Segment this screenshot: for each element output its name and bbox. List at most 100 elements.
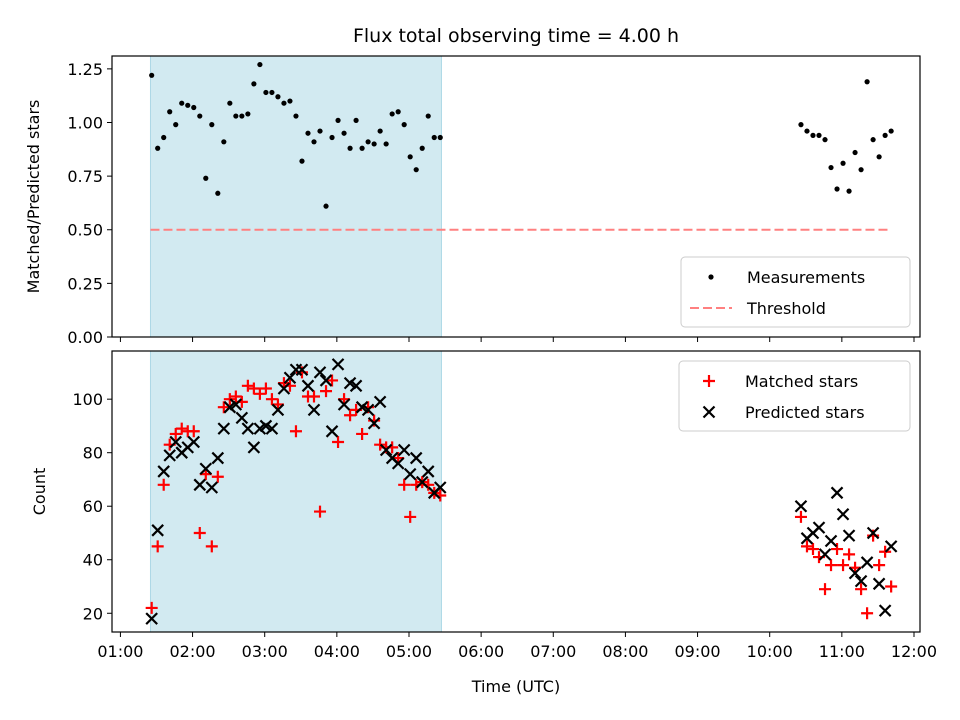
measurement-point xyxy=(167,109,173,115)
x-tick-label: 03:00 xyxy=(242,642,288,661)
predicted-star-point xyxy=(295,363,309,377)
x-tick-label: 10:00 xyxy=(747,642,793,661)
predicted-star-point xyxy=(307,403,321,417)
matched-star-point xyxy=(193,526,206,539)
matched-star-point xyxy=(825,559,838,572)
measurement-point xyxy=(365,139,371,145)
measurement-point xyxy=(389,111,395,117)
legend-label: Threshold xyxy=(746,299,826,318)
figure-title: Flux total observing time = 4.00 h xyxy=(353,25,679,47)
measurement-point xyxy=(197,113,203,119)
measurement-point xyxy=(251,81,257,87)
measurement-point xyxy=(185,102,191,108)
x-tick-label: 07:00 xyxy=(530,642,576,661)
matched-star-point xyxy=(344,409,357,422)
matched-star-point xyxy=(145,601,158,614)
matched-star-point xyxy=(374,438,387,451)
y-tick-label: 100 xyxy=(72,390,103,409)
measurement-point xyxy=(323,203,329,209)
measurement-point xyxy=(149,72,155,78)
matched-star-point xyxy=(861,607,874,620)
matched-star-point xyxy=(885,580,898,593)
predicted-star-point xyxy=(854,574,868,588)
measurement-point xyxy=(329,134,335,141)
measurement-point xyxy=(179,100,185,106)
count-panel: 20 40 60 80 100 01:00 02:00 03:00 04:00 05:00 06:0… xyxy=(30,350,937,696)
legend-box xyxy=(680,256,911,328)
matched-star-point xyxy=(332,435,345,448)
measurement-point xyxy=(816,132,822,138)
measurement-point xyxy=(870,137,876,143)
legend-label: Predicted stars xyxy=(745,403,865,422)
measurement-point xyxy=(335,117,341,123)
predicted-star-point xyxy=(337,398,351,411)
predicted-star-point xyxy=(866,526,880,540)
predicted-star-point xyxy=(271,403,285,417)
predicted-star-point xyxy=(277,382,291,395)
measurement-point xyxy=(239,113,245,119)
matched-star-point xyxy=(241,379,254,392)
measurement-point xyxy=(317,128,323,134)
x-tick-label: 12:00 xyxy=(891,642,937,661)
measurement-point xyxy=(257,61,263,68)
predicted-star-point xyxy=(794,499,808,513)
measurement-point xyxy=(401,122,407,128)
legend: Measurements Threshold xyxy=(680,256,911,328)
predicted-star-point xyxy=(151,524,164,537)
measurement-point xyxy=(353,117,359,123)
measurement-point xyxy=(359,145,365,151)
predicted-star-point xyxy=(878,604,892,617)
predicted-star-point xyxy=(199,462,213,476)
predicted-star-point xyxy=(409,451,423,465)
predicted-star-point xyxy=(217,422,231,435)
predicted-star-point xyxy=(205,481,219,494)
measurement-point xyxy=(155,145,161,151)
measurement-point xyxy=(299,158,305,164)
matched-star-point xyxy=(873,559,886,572)
measurement-point xyxy=(846,188,852,194)
measurement-point xyxy=(810,132,816,138)
measurement-point xyxy=(425,113,431,119)
measurement-point xyxy=(311,139,317,145)
predicted-star-point xyxy=(872,577,886,591)
predicted-star-point xyxy=(145,612,158,625)
measurement-point xyxy=(161,134,167,141)
matched-star-point xyxy=(831,543,844,556)
predicted-star-point xyxy=(433,481,447,494)
y-tick-label: 0.25 xyxy=(67,274,103,293)
measurement-point xyxy=(275,94,281,100)
x-axis-label: Time (UTC) xyxy=(471,677,560,696)
y-tick-label: 60 xyxy=(83,497,103,516)
predicted-star-point xyxy=(163,449,176,462)
predicted-star-point xyxy=(361,403,375,417)
measurement-point xyxy=(828,164,834,171)
measurement-point xyxy=(305,130,311,136)
legend-label: Measurements xyxy=(747,268,865,287)
measurement-point xyxy=(209,122,215,128)
predicted-star-point xyxy=(373,395,387,409)
predicted-star-point xyxy=(884,540,898,553)
legend: Matched stars Predicted stars xyxy=(678,360,911,432)
predicted-star-point xyxy=(421,465,435,478)
matched-star-point xyxy=(217,401,230,414)
measurement-point xyxy=(191,104,197,111)
predicted-star-point xyxy=(157,465,170,478)
predicted-star-point xyxy=(824,534,838,548)
measurement-point xyxy=(407,154,413,160)
matched-star-point xyxy=(879,545,892,558)
plot-frame xyxy=(111,350,921,633)
matched-star-point xyxy=(211,470,224,483)
measurement-point xyxy=(852,149,858,156)
measurement-point xyxy=(347,145,353,151)
matched-star-point xyxy=(794,510,807,523)
predicted-star-point xyxy=(379,443,393,457)
measurement-point xyxy=(281,100,287,106)
predicted-star-point xyxy=(836,507,850,521)
x-tick-label: 09:00 xyxy=(675,642,721,661)
measurement-point xyxy=(371,141,377,147)
matched-star-point xyxy=(157,478,170,491)
matched-star-point xyxy=(819,583,832,596)
measurement-point xyxy=(203,175,209,181)
predicted-star-point xyxy=(241,422,255,435)
measurement-point xyxy=(864,79,870,85)
